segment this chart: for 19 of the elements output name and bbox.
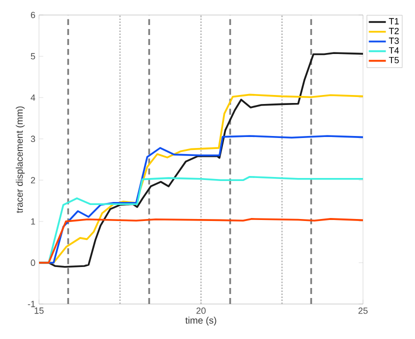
legend-label: T1 bbox=[388, 18, 399, 24]
x-tick-label: 15 bbox=[34, 308, 44, 314]
y-tick-label: 2 bbox=[30, 177, 36, 184]
y-axis-title: tracer displacement (mm) bbox=[16, 106, 25, 214]
legend-label: T2 bbox=[388, 28, 399, 34]
y-tick-label: 6 bbox=[30, 12, 36, 18]
line-series bbox=[39, 218, 364, 264]
y-tick-label: 4 bbox=[30, 94, 36, 101]
y-tick-label: 1 bbox=[31, 218, 36, 225]
y-tick-label: 5 bbox=[30, 53, 36, 60]
legend-label: T3 bbox=[388, 38, 399, 44]
x-tick-label: 20 bbox=[196, 308, 206, 314]
x-axis-title: time (s) bbox=[185, 316, 216, 326]
x-tick-label: 25 bbox=[358, 308, 368, 314]
y-tick-label: -1 bbox=[28, 300, 36, 308]
legend-label: T4 bbox=[388, 47, 399, 54]
y-tick-label: 0 bbox=[30, 260, 36, 266]
y-tick-label: 3 bbox=[30, 136, 36, 142]
legend-label: T5 bbox=[388, 56, 399, 64]
